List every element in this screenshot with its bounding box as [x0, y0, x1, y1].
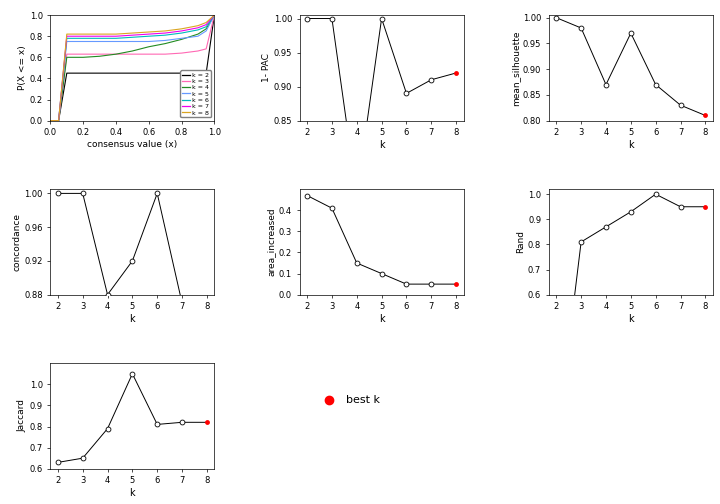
X-axis label: consensus value (x): consensus value (x): [87, 140, 178, 149]
X-axis label: k: k: [379, 140, 384, 150]
Y-axis label: mean_silhouette: mean_silhouette: [511, 30, 520, 106]
Text: best k: best k: [346, 395, 379, 405]
X-axis label: k: k: [628, 314, 634, 324]
Legend: k = 2, k = 3, k = 4, k = 5, k = 6, k = 7, k = 8: k = 2, k = 3, k = 4, k = 5, k = 6, k = 7…: [181, 71, 211, 117]
Y-axis label: P(X <= x): P(X <= x): [18, 45, 27, 90]
Y-axis label: 1- PAC: 1- PAC: [261, 53, 271, 82]
Y-axis label: area_increased: area_increased: [267, 208, 276, 276]
X-axis label: k: k: [628, 140, 634, 150]
Y-axis label: concordance: concordance: [12, 213, 22, 271]
Y-axis label: Jaccard: Jaccard: [18, 400, 27, 432]
X-axis label: k: k: [130, 314, 135, 324]
Y-axis label: Rand: Rand: [516, 230, 525, 254]
X-axis label: k: k: [379, 314, 384, 324]
X-axis label: k: k: [130, 488, 135, 498]
